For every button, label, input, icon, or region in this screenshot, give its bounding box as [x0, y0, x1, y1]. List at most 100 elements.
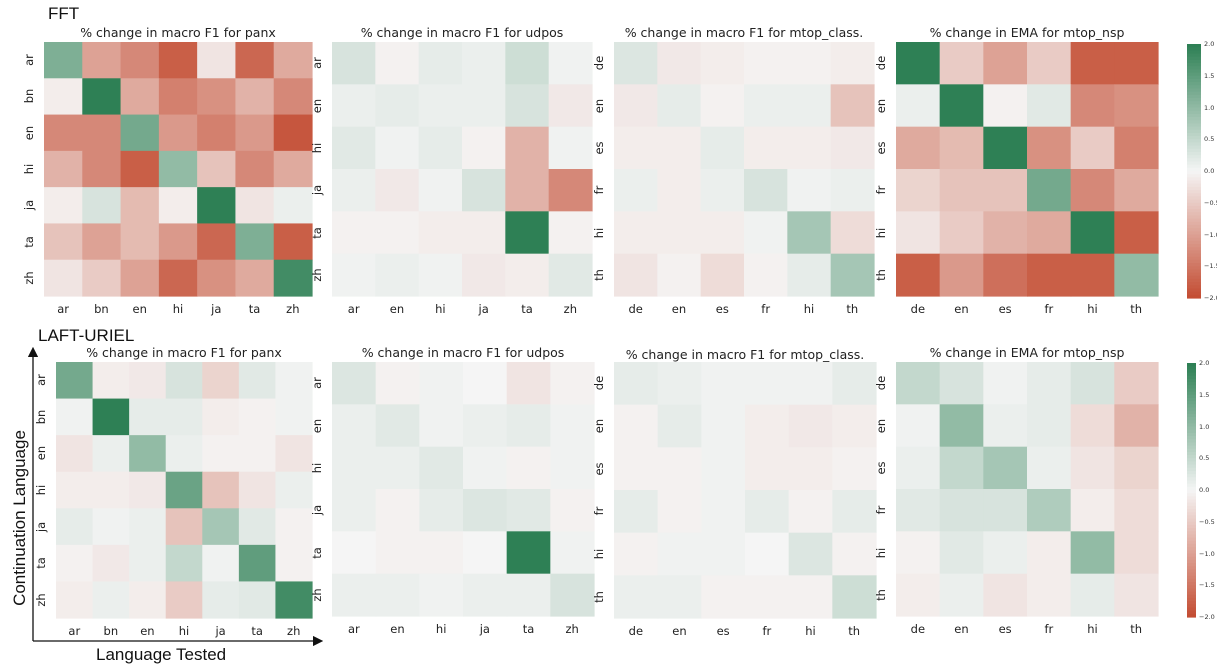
colorbar-step [1187, 483, 1196, 488]
heatmap-cell-en-ta [505, 84, 550, 128]
heatmap-cell-zh-ta [505, 253, 550, 297]
heatmap-cell-ar-ar [332, 42, 376, 85]
heatmap-cell-ta-zh [548, 211, 593, 255]
heatmap-cell-en-en [939, 404, 984, 448]
heatmap-cell-en-de [614, 84, 658, 128]
colorbar-tick-label: 0.5 [1204, 135, 1215, 144]
heatmap-cells [332, 42, 593, 297]
colorbar-step [1187, 253, 1201, 258]
heatmap-cell-en-ja [202, 435, 240, 473]
colorbar-tick-label: −1.0 [1199, 549, 1215, 558]
heatmap-cell-en-bn [82, 114, 122, 152]
colorbar-step [1187, 272, 1201, 277]
heatmap-cell-de-th [830, 42, 875, 85]
colorbar-step [1187, 375, 1196, 380]
heatmap-cell-fr-fr [744, 169, 788, 212]
colorbar-step [1187, 171, 1201, 175]
colorbar-tick-label: 1.5 [1199, 390, 1210, 399]
heatmap-cell-ta-en [375, 531, 420, 575]
colorbar-step [1187, 493, 1196, 497]
heatmap-cell-ar-en [129, 362, 167, 400]
heatmap-cell-th-de [614, 253, 658, 297]
heatmap-cell-hi-ja [197, 150, 237, 188]
x-tick-label: zh [287, 624, 301, 638]
colorbar-step [1187, 582, 1196, 586]
heatmap-cell-bn-ar [44, 78, 83, 116]
x-tick-label: de [910, 302, 926, 316]
heatmap-cell-ar-zh [550, 362, 595, 405]
colorbar-step [1187, 285, 1201, 290]
heatmap-cell-hi-ta [506, 446, 551, 490]
colorbar-step [1187, 550, 1196, 555]
x-tick-label: ar [347, 622, 360, 636]
colorbar-tick-label: −0.5 [1199, 517, 1215, 526]
x-tick-label: fr [761, 302, 771, 316]
heatmap-cell-en-es [701, 404, 746, 448]
x-tick-label: zh [286, 302, 300, 316]
heatmap-cell-es-de [896, 126, 941, 170]
heatmap-cell-hi-en [120, 150, 160, 188]
heatmap-cell-ja-hi [158, 187, 198, 225]
colorbar-step [1187, 366, 1196, 370]
colorbar-step [1187, 480, 1196, 485]
heatmap-cell-th-th [830, 253, 875, 297]
heatmap-cell-ar-en [120, 42, 160, 79]
heatmap-cell-hi-fr [1027, 531, 1072, 575]
x-tick-label: fr [762, 624, 772, 638]
heatmap-cell-hi-ja [202, 471, 240, 509]
heatmap-cell-ja-ar [56, 508, 94, 546]
x-tick-label: ta [521, 302, 533, 316]
colorbar-step [1187, 186, 1201, 191]
x-tick-label: zh [563, 302, 577, 316]
heatmap-cell-fr-th [830, 169, 875, 212]
heatmap-cell-ta-ja [463, 531, 508, 575]
colorbar-step [1187, 212, 1201, 217]
heatmap-cell-es-de [896, 446, 941, 490]
colorbar-step [1187, 250, 1201, 255]
heatmap-cell-de-fr [744, 42, 788, 85]
heatmap-cell-en-hi [418, 84, 463, 128]
x-tick-label: de [628, 624, 644, 638]
heatmap-cell-bn-hi [158, 78, 198, 116]
colorbar-step [1187, 218, 1201, 223]
colorbar-step [1187, 155, 1201, 159]
heatmap-cell-en-fr [745, 404, 790, 448]
heatmap-cell-hi-ja [463, 446, 508, 490]
heatmap-cell-ta-ar [44, 223, 83, 261]
heatmap-cell-de-en [939, 42, 984, 85]
heatmap-cell-ta-hi [419, 531, 464, 575]
colorbar-step [1187, 110, 1201, 115]
heatmap-cell-hi-de [614, 532, 659, 576]
colorbar-step [1187, 193, 1201, 197]
colorbar-step [1187, 269, 1201, 274]
colorbar-step [1187, 448, 1196, 453]
heatmap-cell-ta-ar [332, 531, 377, 575]
heatmap-cell-zh-en [375, 573, 420, 617]
heatmap-cell-ja-en [375, 169, 420, 212]
heatmap-cell-ar-en [375, 362, 420, 405]
colorbar-step [1187, 470, 1196, 475]
heatmap-cell-ja-zh [550, 489, 595, 532]
x-tick-label: hi [1087, 622, 1098, 636]
heatmap-cell-en-hi [158, 114, 198, 152]
heatmap-cell-hi-fr [744, 211, 788, 255]
heatmap-cell-ta-bn [82, 223, 122, 261]
colorbar-step [1187, 496, 1196, 501]
colorbar-step [1187, 82, 1201, 86]
x-tick-label: en [672, 624, 687, 638]
colorbar-step [1187, 161, 1201, 166]
heatmap-cell-ta-en [129, 544, 167, 583]
heatmap-cell-ar-ta [506, 362, 551, 405]
heatmap-cell-bn-zh [273, 78, 313, 116]
heatmap-cell-de-fr [745, 362, 790, 406]
heatmap-cell-hi-de [896, 531, 941, 575]
heatmap-cell-ar-ta [235, 42, 275, 79]
x-tick-label: hi [435, 302, 446, 316]
heatmap-cell-zh-ar [332, 573, 377, 617]
heatmap-cell-de-de [896, 362, 941, 405]
heatmap-cell-hi-ar [56, 471, 94, 509]
x-tick-label: es [716, 624, 730, 638]
colorbar-step [1187, 534, 1196, 539]
colorbar-step [1187, 423, 1196, 428]
heatmap-cell-ja-ta [505, 169, 550, 212]
